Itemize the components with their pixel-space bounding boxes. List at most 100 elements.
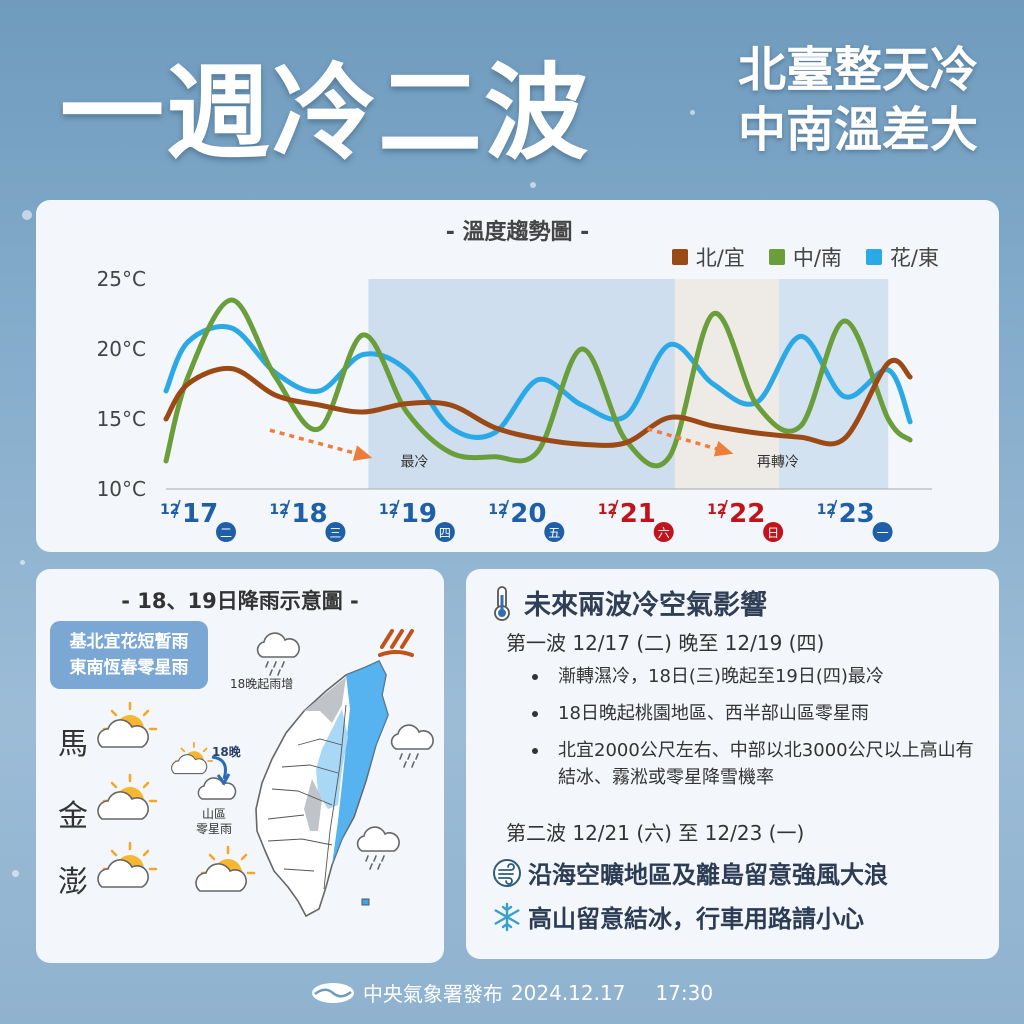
chart-legend: 北/宜 中/南 花/東 (671, 242, 939, 272)
legend-item: 北/宜 (671, 242, 745, 272)
weekday-label: 六 (658, 526, 670, 540)
chart-title: - 溫度趨勢圖 - (445, 220, 590, 245)
x-tick-slash (611, 499, 619, 519)
x-tick-day: 21 (620, 499, 656, 529)
wave-2-title: 第二波 12/21 (六) 至 12/23 (一) (506, 821, 805, 845)
cloud-icon (197, 777, 237, 800)
alert-ice: 高山留意結冰，行車用路請小心 (492, 899, 864, 934)
map-note-rain-increase: 18晚起雨增 (230, 677, 294, 691)
legend-swatch (865, 249, 882, 265)
change-arrow-icon (211, 755, 227, 780)
footer: 中央氣象署發布 2024.12.17 17:30 (0, 978, 1024, 1007)
legend-swatch (768, 249, 785, 265)
snowflake-dot (12, 870, 19, 877)
wave-1-bullet: 18日晚起桃園地區、西半部山區零星雨 (526, 700, 986, 727)
rain-callout-line-1: 基北宜花短暫雨 (69, 632, 189, 652)
island-label-penghu: 澎 (58, 865, 88, 900)
map-note-mountain-line-2: 零星雨 (196, 822, 233, 836)
alert-wind-text: 沿海空曠地區及離島留意強風大浪 (528, 861, 888, 889)
x-tick-slash (720, 499, 728, 519)
x-tick-slash (282, 499, 291, 519)
rain-cloud-icon (356, 826, 400, 870)
info-title: 未來兩波冷空氣影響 (524, 590, 767, 621)
footer-time: 17:30 (655, 980, 714, 1005)
legend-label: 中/南 (792, 246, 842, 270)
x-tick-day: 22 (729, 499, 765, 529)
x-tick-slash (173, 499, 181, 519)
cwa-logo-icon (311, 982, 354, 1003)
wind-icon (493, 858, 521, 887)
rain-cloud-icon (390, 724, 434, 768)
x-tick-slash (501, 499, 509, 519)
trend-arrow-coldest (269, 428, 369, 459)
y-tick-label: 25°C (97, 267, 146, 291)
alert-wind: 沿海空曠地區及離島留意強風大浪 (492, 855, 888, 890)
snowflake-icon (494, 902, 520, 931)
x-tick-slash (392, 499, 400, 519)
x-tick-day: 18 (291, 499, 327, 529)
subtitle-line-1: 北臺整天冷 (737, 42, 978, 98)
map-note-mountain: 山區 零星雨 (196, 807, 232, 837)
snowflake-dot (690, 110, 695, 115)
island-label-matsu: 馬 (58, 727, 88, 762)
y-tick-label: 15°C (97, 407, 146, 431)
cloud-sun-icon (96, 841, 158, 889)
weekday-label: 四 (439, 526, 451, 540)
rain-diagram-title: - 18、19日降雨示意圖 - (121, 589, 359, 613)
cloud-sun-icon (170, 741, 214, 775)
rain-callout-line-2: 東南恆春零星雨 (69, 658, 189, 678)
weekday-badge (216, 522, 236, 542)
series-line-1 (163, 297, 913, 469)
map-note-18-evening: 18晚 (212, 745, 241, 759)
rain-cloud-icon (256, 632, 300, 676)
wind-icon (378, 629, 414, 657)
weekday-badge (653, 522, 674, 542)
annotation-cold-again: 再轉冷 (757, 455, 799, 471)
trend-arrow-coldest-head (352, 445, 373, 461)
wave-1-bullets: 漸轉濕冷，18日(三)晚起至19日(四)最冷 18日晚起桃園地區、西半部山區零星… (526, 663, 986, 801)
snowflake-dot (20, 560, 25, 565)
y-tick-label: 20°C (97, 337, 146, 361)
page-title: 一週冷二波 (60, 52, 591, 174)
annotation-coldest: 最冷 (400, 455, 428, 471)
snowflake-dot (22, 210, 32, 220)
cold-air-info-panel: 未來兩波冷空氣影響 第一波 12/17 (二) 晚至 12/19 (四) 漸轉濕… (466, 569, 999, 959)
x-tick-day: 19 (401, 499, 437, 529)
thermometer-icon (494, 586, 510, 621)
series-line-0 (163, 358, 913, 448)
island-label-kinmen: 金 (58, 799, 88, 834)
wave-1-bullet: 漸轉濕冷，18日(三)晚起至19日(四)最冷 (526, 663, 986, 690)
weekday-badge (325, 522, 346, 542)
x-tick-day: 17 (182, 499, 218, 529)
wave-1-bullet: 北宜2000公尺左右、中部以北3000公尺以上高山有結冰、霧淞或零星降雪機率 (526, 737, 986, 791)
weekday-badge (763, 522, 784, 542)
legend-label: 花/東 (889, 246, 939, 270)
cloud-sun-icon (96, 773, 158, 821)
wave-1-title: 第一波 12/17 (二) 晚至 12/19 (四) (506, 631, 825, 655)
weekday-label: 日 (767, 526, 779, 540)
x-tick-day: 23 (839, 499, 875, 529)
rain-callout: 基北宜花短暫雨 東南恆春零星雨 (50, 621, 208, 689)
subtitle-line-2: 中南溫差大 (737, 102, 978, 158)
footer-date: 2024.12.17 (510, 980, 626, 1005)
weekday-badge (434, 522, 455, 542)
legend-item: 花/東 (865, 242, 939, 272)
rain-diagram-panel: - 18、19日降雨示意圖 - 基北宜花短暫雨 東南恆春零星雨 馬 金 澎 (36, 569, 444, 963)
trend-arrow-cold-again (646, 427, 731, 455)
weekday-badge (544, 522, 565, 542)
legend-item: 中/南 (768, 242, 842, 272)
y-tick-label: 10°C (97, 477, 146, 501)
x-tick-slash (829, 499, 838, 519)
page-subtitle: 北臺整天冷 中南溫差大 (738, 40, 978, 160)
weekday-label: 一 (877, 526, 889, 540)
x-tick-day: 20 (510, 499, 546, 529)
map-note-mountain-line-1: 山區 (202, 807, 227, 821)
trend-arrow-cold-again-head (713, 441, 734, 457)
alert-ice-text: 高山留意結冰，行車用路請小心 (528, 905, 864, 933)
taiwan-rain-map (96, 629, 434, 918)
snowflake-dot (530, 182, 536, 188)
weekday-label: 五 (548, 526, 560, 540)
cloud-sun-icon (96, 701, 158, 749)
weekday-label: 二 (220, 526, 232, 540)
